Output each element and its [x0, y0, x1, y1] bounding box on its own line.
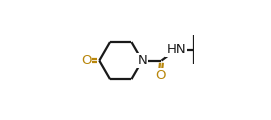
Text: HN: HN: [166, 43, 186, 56]
Text: O: O: [81, 54, 91, 67]
Text: N: N: [137, 54, 147, 67]
Text: O: O: [155, 69, 166, 82]
